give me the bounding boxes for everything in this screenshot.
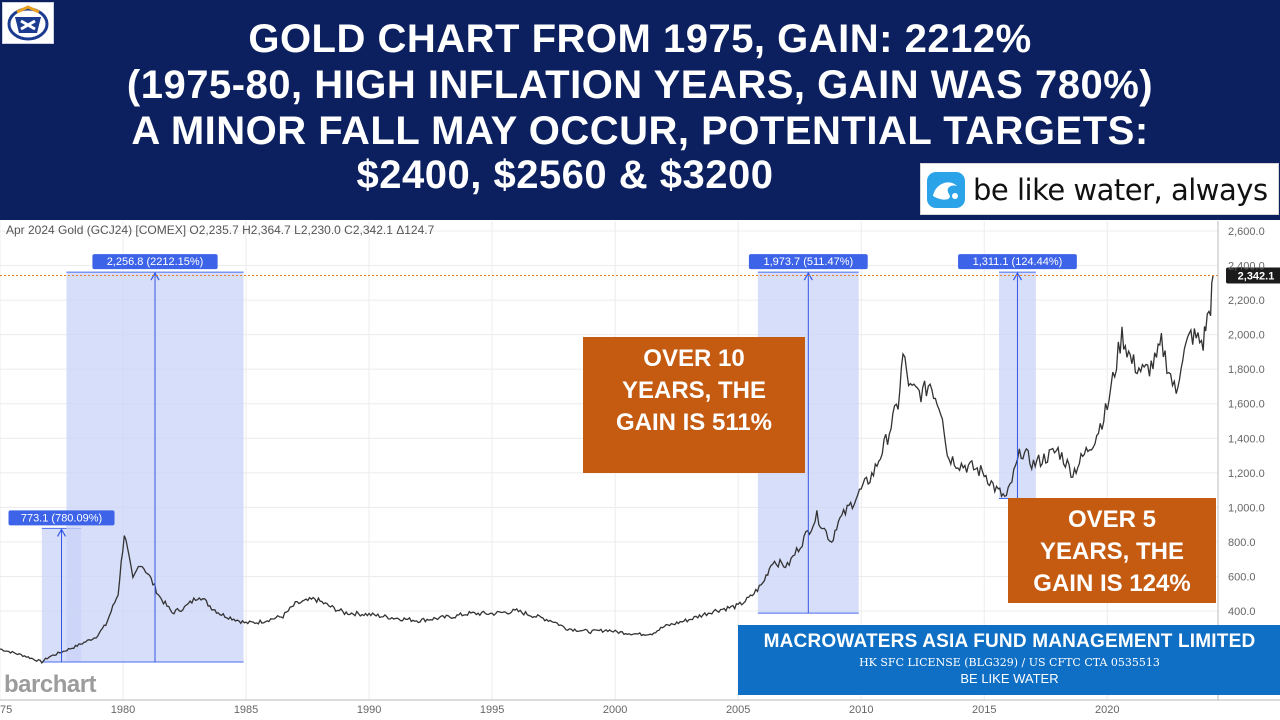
y-tick-label: 2,600.0 <box>1228 226 1265 238</box>
barchart-watermark: barchart <box>4 671 97 698</box>
gain-label: 2,256.8 (2212.15%) <box>107 256 204 268</box>
callout-line: OVER 10 <box>643 345 745 372</box>
gain-label: 1,973.7 (511.47%) <box>763 256 853 268</box>
motto-box: be like water, always <box>920 163 1279 215</box>
gain-arrow-head <box>1012 271 1022 281</box>
headline-line-4: $2400, $2560 & $3200 <box>356 153 774 197</box>
gold-price-line <box>0 275 1214 664</box>
callout-line: OVER 5 <box>1067 506 1157 533</box>
gain-annotations: 773.1 (780.09%) 2,256.8 (2212.15%) 1,973.7… <box>0 254 1280 662</box>
gain-label: 773.1 (780.09%) <box>21 512 102 524</box>
x-tick-label: 2000 <box>603 704 627 716</box>
y-tick-label: 1,000.0 <box>1228 502 1265 514</box>
gain-arrow-head <box>56 528 67 537</box>
macrowaters-logo-icon <box>2 2 54 44</box>
x-tick-label: 1980 <box>111 704 135 716</box>
motto-text: be like water, always <box>973 173 1268 207</box>
gain-label-box <box>8 510 115 526</box>
headline-line-3: A MINOR FALL MAY OCCUR, POTENTIAL TARGET… <box>131 109 1149 153</box>
y-tick-label: 1,600.0 <box>1228 399 1265 411</box>
x-tick-label: 1990 <box>357 704 381 716</box>
gain-arrow-head <box>150 271 160 281</box>
x-tick-label: 2005 <box>726 704 750 716</box>
callout-511: OVER 10 YEARS, THE GAIN IS 511% <box>583 337 805 473</box>
axes: 400.0 600.0 800.0 1,000.0 1,200.0 1,400.0 1,60… <box>0 221 1280 716</box>
y-tick-label: 1,400.0 <box>1228 433 1265 445</box>
title-banner: GOLD CHART FROM 1975, GAIN: 2212% (1975-… <box>0 0 1280 220</box>
firm-name: MACROWATERS ASIA FUND MANAGEMENT LIMITED <box>763 631 1256 652</box>
firm-tagline: BE LIKE WATER <box>960 671 1059 686</box>
y-tick-label: 800.0 <box>1228 537 1256 549</box>
y-tick-label: 1,800.0 <box>1228 364 1265 376</box>
firm-info-box: MACROWATERS ASIA FUND MANAGEMENT LIMITED… <box>738 625 1280 695</box>
gain-label-box <box>958 254 1077 270</box>
x-tick-label: 1985 <box>234 704 258 716</box>
gain-label: 1,311.1 (124.44%) <box>973 256 1063 268</box>
gain-label-box <box>748 254 868 270</box>
headline-line-2: (1975-80, HIGH INFLATION YEARS, GAIN WAS… <box>126 63 1154 107</box>
water-wave-icon <box>927 172 965 208</box>
x-tick-label: 1995 <box>480 704 504 716</box>
y-tick-label: 1,200.0 <box>1228 468 1265 480</box>
gain-label-box <box>92 254 218 270</box>
y-tick-label: 2,200.0 <box>1228 295 1265 307</box>
x-tick-label: 2015 <box>972 704 996 716</box>
headline-line-1: GOLD CHART FROM 1975, GAIN: 2212% <box>248 17 1032 61</box>
gain-arrow-head <box>803 271 813 281</box>
callout-line: YEARS, THE <box>621 377 767 404</box>
y-tick-label: 2,400.0 <box>1228 261 1265 273</box>
callout-line: GAIN IS 511% <box>615 409 773 436</box>
callout-line: YEARS, THE <box>1039 538 1185 565</box>
x-tick-label: 2020 <box>1095 704 1119 716</box>
last-price-label: 2,342.1 <box>1238 271 1275 283</box>
firm-license: HK SFC LICENSE (BLG329) / US CFTC CTA 05… <box>859 656 1160 669</box>
y-tick-label: 600.0 <box>1228 571 1256 583</box>
callout-line: GAIN IS 124% <box>1033 570 1191 597</box>
y-tick-label: 400.0 <box>1228 606 1256 618</box>
x-tick-label: 1975 <box>0 704 12 716</box>
callout-124: OVER 5 YEARS, THE GAIN IS 124% <box>1008 498 1216 603</box>
y-tick-label: 2,000.0 <box>1228 330 1265 342</box>
x-tick-label: 2010 <box>849 704 873 716</box>
price-series <box>0 275 1214 664</box>
last-price-box <box>1226 267 1280 284</box>
chart-title: Apr 2024 Gold (GCJ24) [COMEX] O2,235.7 H… <box>6 223 435 237</box>
